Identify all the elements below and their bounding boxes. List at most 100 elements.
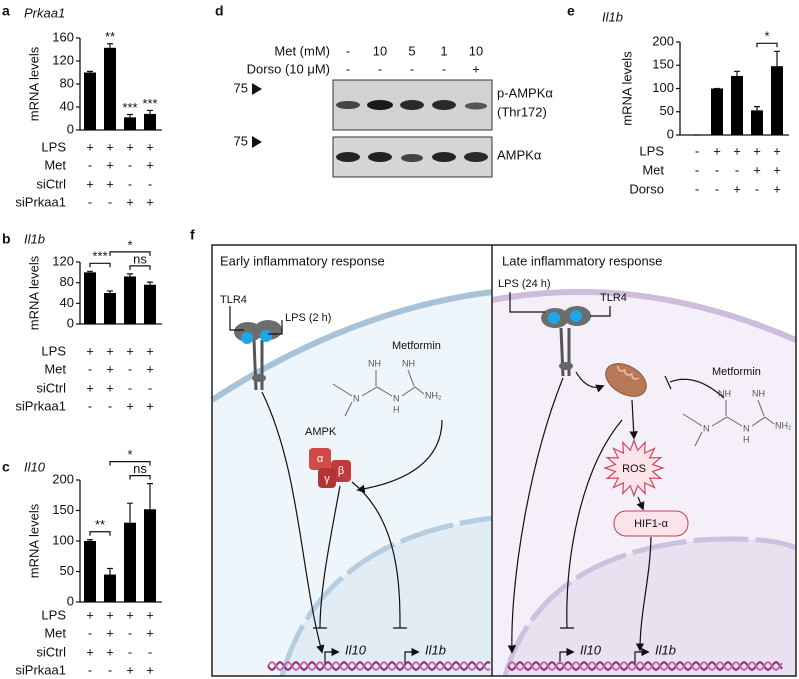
condition-sign: +: [86, 139, 94, 154]
y-axis-label: mRNA levels: [26, 503, 41, 578]
condition-label: siCtrl: [36, 176, 66, 191]
activation-arrow: [575, 371, 605, 393]
ligand-label: LPS (2 h): [285, 312, 331, 324]
condition-sign: -: [695, 162, 699, 177]
condition-label: Dorso (10 μM): [247, 61, 330, 76]
condition-sign: +: [733, 143, 741, 158]
error-bar: [107, 567, 113, 575]
dna-strand: [267, 660, 491, 672]
bar: [144, 113, 156, 130]
y-tick-label: 120: [52, 52, 74, 67]
callout-line: [509, 292, 545, 313]
tlr4-receptor: [234, 320, 282, 391]
significance-bracket: [109, 251, 151, 256]
y-tick-label: 200: [652, 33, 674, 48]
condition-sign: -: [128, 644, 132, 659]
panel-letter: e: [567, 3, 575, 19]
callout-line: [590, 306, 611, 317]
chart-title: Prkaa1: [24, 5, 65, 20]
condition-sign: +: [86, 380, 94, 395]
condition-sign: +: [106, 139, 114, 154]
condition-sign: +: [146, 607, 154, 622]
bar: [104, 47, 116, 130]
y-tick-label: 120: [52, 253, 74, 268]
error-bar: [147, 483, 153, 510]
condition-label: LPS: [639, 143, 664, 158]
atom-label: NH₂: [425, 390, 442, 400]
error-bar: [734, 70, 740, 76]
panel-letter: d: [215, 3, 224, 19]
condition-sign: +: [146, 662, 154, 677]
atom-label: H: [743, 434, 750, 444]
condition-sign: 10: [469, 43, 483, 58]
condition-label: siCtrl: [36, 644, 66, 659]
condition-sign: +: [126, 139, 134, 154]
condition-sign: +: [146, 343, 154, 358]
condition-sign: -: [88, 157, 92, 172]
condition-sign: +: [713, 143, 721, 158]
significance-label: ***: [122, 100, 137, 115]
condition-sign: +: [126, 398, 134, 413]
subunit-label: γ: [324, 473, 330, 485]
condition-sign: +: [86, 644, 94, 659]
bar: [84, 72, 96, 130]
error-bar: [107, 43, 113, 48]
condition-sign: +: [753, 162, 761, 177]
significance-bracket: [89, 262, 111, 268]
condition-sign: +: [472, 61, 480, 76]
atom-label: NH: [402, 358, 415, 368]
error-bar: [774, 50, 780, 67]
y-tick-label: 0: [667, 126, 674, 141]
error-bar: [107, 290, 113, 293]
condition-sign: +: [146, 625, 154, 640]
y-tick-label: 80: [60, 274, 74, 289]
condition-sign: -: [715, 162, 719, 177]
significance-label: ns: [133, 251, 147, 266]
gene-label: Il1b: [425, 642, 446, 657]
y-tick-label: 160: [52, 29, 74, 44]
condition-label: siPrkaa1: [15, 662, 66, 677]
condition-sign: +: [126, 607, 134, 622]
condition-sign: +: [106, 343, 114, 358]
dna: [267, 660, 783, 672]
condition-sign: +: [86, 607, 94, 622]
bar: [84, 272, 96, 324]
promoter-arrow: [634, 647, 650, 664]
subunit-label: β: [338, 465, 344, 477]
condition-label: Met: [44, 361, 66, 376]
atom-label: N: [743, 423, 750, 433]
condition-sign: +: [106, 625, 114, 640]
activation-arrow: [635, 536, 652, 652]
condition-sign: +: [733, 181, 741, 196]
significance-bracket: [89, 531, 111, 536]
significance-label: *: [764, 29, 769, 44]
y-tick-label: 150: [52, 502, 74, 517]
condition-sign: -: [148, 176, 152, 191]
mechanism-diagram: f Early inflammatory response Late infla…: [190, 227, 798, 677]
factor-label: HIF1-α: [634, 518, 669, 530]
atom-label: NH: [368, 358, 381, 368]
significance-bracket: [129, 475, 151, 480]
kinase-label: AMPK: [305, 426, 337, 438]
atom-label: N: [393, 393, 400, 403]
cell-membrane: [210, 289, 493, 403]
panel-letter: b: [2, 231, 11, 247]
y-tick-label: 100: [52, 532, 74, 547]
error-bar: [127, 502, 133, 523]
y-tick-label: 40: [60, 98, 74, 113]
bar: [124, 117, 136, 130]
panel-letter: f: [190, 227, 195, 243]
y-axis-label: mRNA levels: [619, 51, 634, 126]
gene-label: Il10: [345, 642, 367, 657]
promoter-arrow: [404, 647, 420, 664]
mitochondrion: [605, 363, 647, 397]
condition-label: Met: [44, 157, 66, 172]
atom-label: NH: [718, 388, 731, 398]
activation-arrow: [261, 391, 325, 654]
inhibition-arrow: [664, 375, 725, 399]
y-tick-label: 50: [60, 563, 74, 578]
bar: [124, 522, 136, 602]
condition-sign: +: [126, 662, 134, 677]
chart-title: Il1b: [24, 231, 45, 246]
callout-line: [268, 320, 283, 335]
